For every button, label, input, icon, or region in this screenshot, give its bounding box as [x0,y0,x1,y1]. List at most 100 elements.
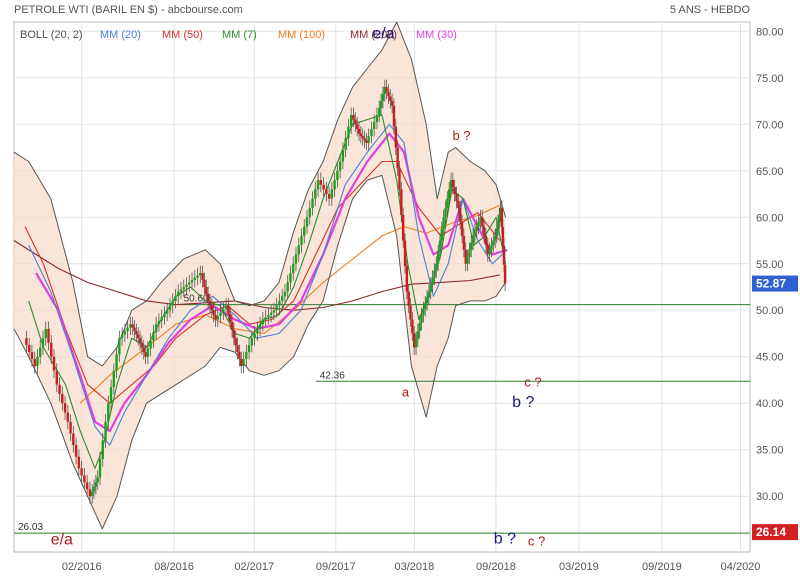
candle-body [210,305,213,311]
candle-body [238,352,241,360]
level-label: 50.60 [184,294,209,305]
y-tick-label: 40.00 [756,398,784,410]
candle-body [109,386,113,404]
candle-body [286,282,289,292]
candle-body [182,287,185,290]
candle-body [466,256,469,264]
candle-body [247,345,251,353]
chart-title: PETROLE WTI (BARIL EN $) - abcbourse.com [14,4,243,16]
candle-body [50,342,53,357]
candle-body [267,314,270,318]
candle-body [149,340,152,349]
candle-body [477,221,480,227]
candle-body [205,287,208,294]
candle-body [400,189,403,215]
candle-body [140,342,144,348]
candle-body [498,214,501,222]
legend-item: BOLL (20, 2) [20,29,83,41]
candle-body [118,338,121,355]
candle-body [471,235,475,243]
candle-body [272,310,276,313]
candle-body [389,96,392,102]
candle-body [490,245,493,250]
candle-body [451,180,455,188]
candle-body [294,254,298,264]
candle-body [361,135,364,139]
level-label: 26.03 [18,522,43,533]
series-line [24,160,501,404]
candle-body [503,264,507,284]
candle-body [137,334,140,339]
candle-body [179,289,183,292]
candle-body [91,491,94,497]
candle-body [433,270,436,278]
candle-body [88,489,92,497]
candle-body [470,242,473,250]
candle-body [440,228,443,241]
candle-body [193,277,196,281]
candle-body [327,194,331,199]
candle-body [367,135,370,143]
candle-body [305,217,309,227]
x-tick-label: 02/2016 [62,561,102,573]
candle-body [496,221,500,229]
candle-body [297,245,300,255]
candle-body [55,370,58,385]
price-badge [752,524,798,541]
candle-body [459,207,462,222]
candle-body [435,263,438,271]
candle-body [58,384,61,394]
bollinger-fill [14,22,506,529]
bollinger-band [14,22,506,529]
candle-body [98,459,102,478]
candle-body [245,352,248,360]
candle-body [30,352,34,360]
candle-body [69,421,72,434]
wave-label: c ? [524,374,541,389]
candle-body [135,331,138,335]
wave-label: b ? [512,394,534,411]
x-tick-label: 03/2019 [559,561,599,573]
candle-body [72,433,75,446]
x-tick-label: 08/2016 [154,561,194,573]
candle-body [41,338,45,348]
price-badge [752,275,798,292]
candle-body [387,91,390,97]
legend-item: MM (30) [416,29,457,41]
candle-body [174,296,177,301]
candle-body [201,273,204,281]
candle-body [473,231,477,236]
y-tick-label: 35.00 [756,445,784,457]
candle-body [314,189,317,199]
candle-body [163,313,166,318]
candle-body [66,412,70,422]
candle-body [261,319,265,325]
candle-body [457,200,460,208]
candle-body [212,310,215,315]
candle-body [481,217,484,227]
candle-body [378,108,381,115]
candle-body [74,445,78,457]
candle-body [120,334,124,339]
candle-body [27,345,31,353]
legend-item: MM (200) [350,29,397,41]
candle-body [92,486,96,492]
candle-body [500,207,503,227]
candle-body [36,356,39,367]
candle-body [414,339,418,348]
candle-body [359,133,363,136]
candle-body [222,309,225,313]
y-tick-label: 75.00 [756,73,784,85]
candle-body [354,119,357,125]
candle-body [333,180,336,190]
candle-body [370,128,373,136]
candle-body [25,338,28,346]
candle-body [427,291,431,298]
candle-body [39,347,42,357]
candle-body [303,226,306,236]
candle-body [357,128,361,134]
candle-body [438,240,442,253]
candle-body [152,332,155,341]
candle-body [278,300,281,306]
